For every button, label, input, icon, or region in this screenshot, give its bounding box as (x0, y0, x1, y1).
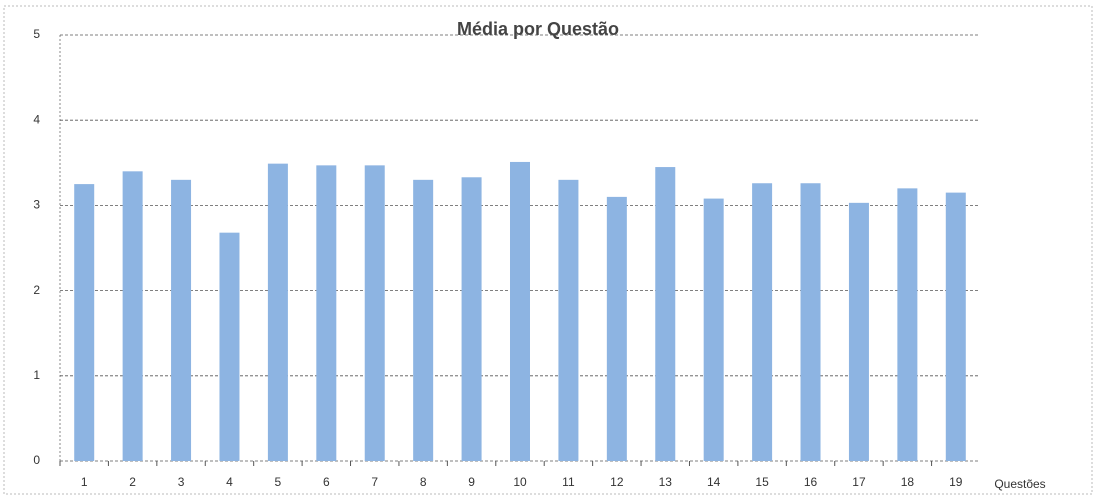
bar (606, 196, 627, 461)
chart-title: Média por Questão (457, 19, 619, 39)
y-tick-label: 5 (33, 27, 40, 41)
y-tick-label: 3 (33, 198, 40, 212)
x-tick-label: 7 (371, 475, 378, 489)
x-tick-label: 9 (468, 475, 475, 489)
x-tick-label: 15 (755, 475, 769, 489)
y-tick-label: 1 (33, 368, 40, 382)
y-tick-label: 2 (33, 283, 40, 297)
bar (848, 202, 869, 461)
x-tick-label: 19 (949, 475, 963, 489)
bar (413, 179, 434, 461)
x-axis-label: Questões (994, 477, 1045, 491)
x-tick-label: 13 (659, 475, 673, 489)
x-tick-label: 5 (275, 475, 282, 489)
y-tick-label: 4 (33, 112, 40, 126)
bar (655, 167, 676, 461)
bar (510, 161, 530, 461)
x-tick-label: 18 (901, 475, 915, 489)
bar (171, 179, 192, 461)
bar (752, 183, 773, 462)
bar (897, 188, 918, 462)
x-tick-label: 10 (513, 475, 527, 489)
x-tick-label: 3 (178, 475, 185, 489)
x-tick-label: 6 (323, 475, 330, 489)
x-tick-label: 8 (420, 475, 427, 489)
bar (703, 198, 724, 462)
bar (945, 192, 966, 461)
x-tick-label: 2 (129, 475, 136, 489)
bar (800, 183, 821, 462)
bar (267, 163, 288, 462)
x-tick-label: 16 (804, 475, 818, 489)
bar (461, 177, 482, 461)
x-tick-label: 12 (610, 475, 624, 489)
bar (74, 184, 95, 461)
bar (122, 171, 143, 461)
x-tick-label: 11 (562, 475, 575, 489)
x-tick-label: 17 (852, 475, 866, 489)
x-tick-label: 4 (226, 475, 233, 489)
chart-border (3, 5, 1093, 495)
x-tick-label: 14 (707, 475, 721, 489)
x-tick-label: 1 (81, 475, 88, 489)
bar (558, 179, 579, 461)
bar (364, 165, 385, 461)
y-tick-label: 0 (33, 453, 40, 467)
bar (219, 232, 240, 461)
bar (316, 165, 337, 461)
